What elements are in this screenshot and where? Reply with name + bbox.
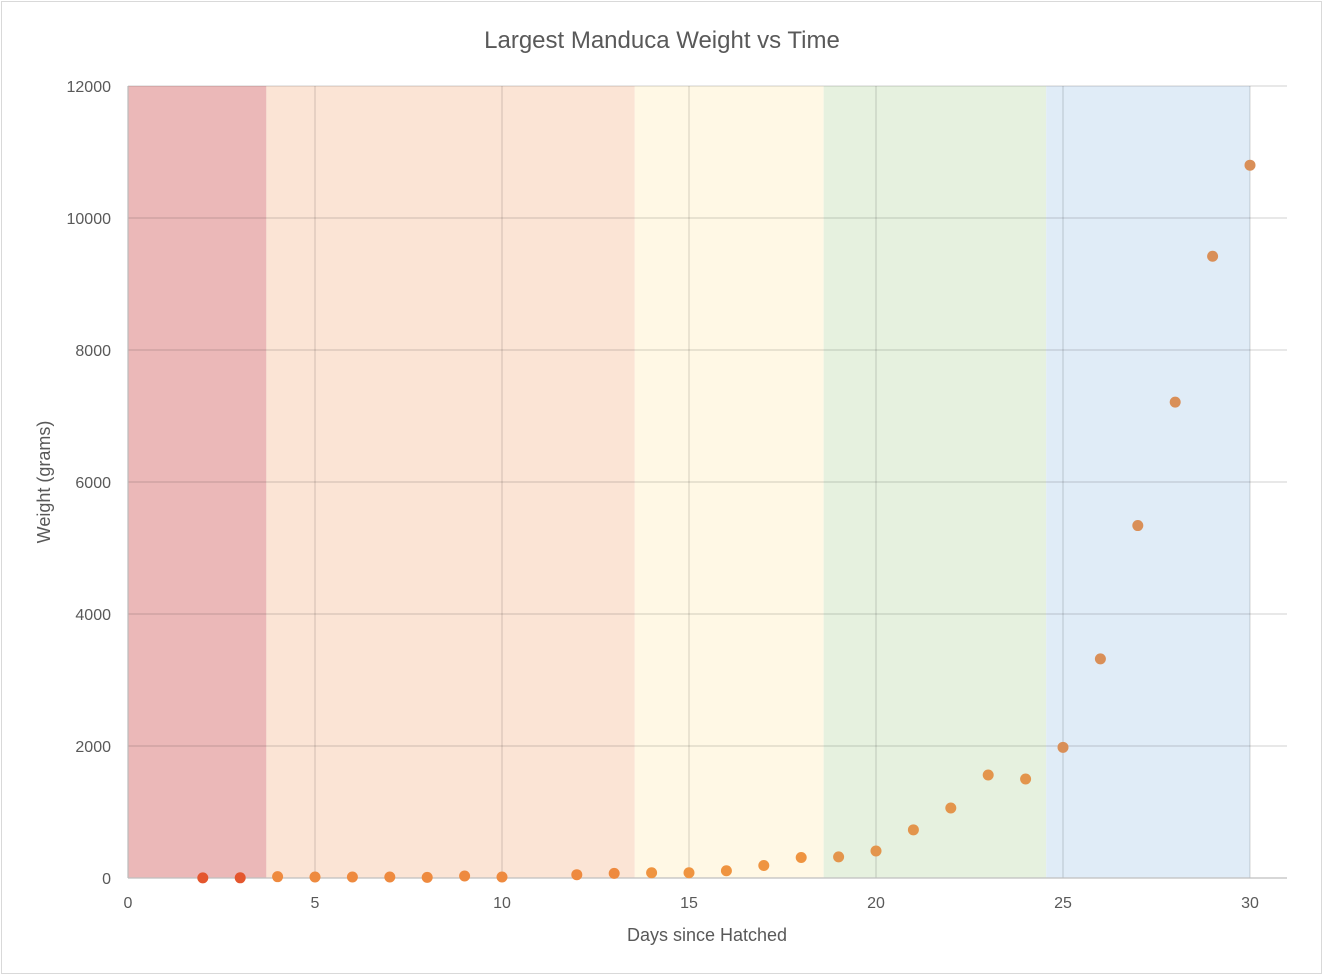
data-point	[945, 802, 957, 814]
y-tick-label: 0	[102, 871, 111, 888]
phase-band-2	[266, 86, 635, 878]
data-point	[608, 867, 620, 879]
chart-title: Largest Manduca Weight vs Time	[484, 27, 840, 54]
x-tick-label: 15	[680, 895, 698, 912]
y-tick-label: 6000	[75, 475, 111, 492]
x-tick-label: 0	[124, 895, 133, 912]
y-tick-label: 4000	[75, 607, 111, 624]
data-point	[197, 872, 209, 884]
y-axis-label: Weight (grams)	[34, 421, 54, 544]
data-point	[982, 769, 994, 781]
y-tick-labels: 0 2000 4000 6000 8000 10000 12000	[67, 79, 112, 888]
x-tick-label: 5	[311, 895, 320, 912]
phase-band-1	[128, 86, 267, 878]
x-tick-label: 10	[493, 895, 511, 912]
data-point	[1094, 653, 1106, 665]
data-point	[571, 869, 583, 881]
data-point	[907, 824, 919, 836]
phase-bands	[128, 86, 1250, 878]
data-point	[1244, 159, 1256, 171]
y-tick-label: 10000	[67, 211, 112, 228]
phase-band-3	[634, 86, 824, 878]
data-point	[384, 871, 396, 883]
axes	[127, 86, 1287, 879]
data-points	[197, 159, 1256, 884]
x-tick-label: 20	[867, 895, 885, 912]
data-point	[1169, 396, 1181, 408]
data-point	[234, 872, 246, 884]
phase-band-5	[1046, 86, 1250, 878]
x-tick-label: 25	[1054, 895, 1072, 912]
data-point	[272, 871, 284, 883]
x-tick-label: 30	[1241, 895, 1259, 912]
data-point	[459, 870, 471, 882]
y-tick-label: 12000	[67, 79, 112, 96]
data-point	[421, 871, 433, 883]
data-point	[1207, 250, 1219, 262]
data-point	[795, 852, 807, 864]
data-point	[309, 871, 321, 883]
x-tick-labels: 0 5 10 15 20 25 30	[124, 895, 1259, 912]
data-point	[720, 865, 732, 877]
y-tick-label: 8000	[75, 343, 111, 360]
phase-band-4	[823, 86, 1047, 878]
data-point	[1057, 741, 1069, 753]
data-point	[870, 845, 882, 857]
data-point	[683, 867, 695, 879]
data-point	[758, 859, 770, 871]
y-tick-label: 2000	[75, 739, 111, 756]
data-point	[646, 867, 658, 879]
data-point	[1020, 773, 1032, 785]
data-point	[346, 871, 358, 883]
data-point	[496, 871, 508, 883]
data-point	[833, 851, 845, 863]
x-axis-label: Days since Hatched	[627, 925, 787, 945]
data-point	[1132, 520, 1144, 532]
